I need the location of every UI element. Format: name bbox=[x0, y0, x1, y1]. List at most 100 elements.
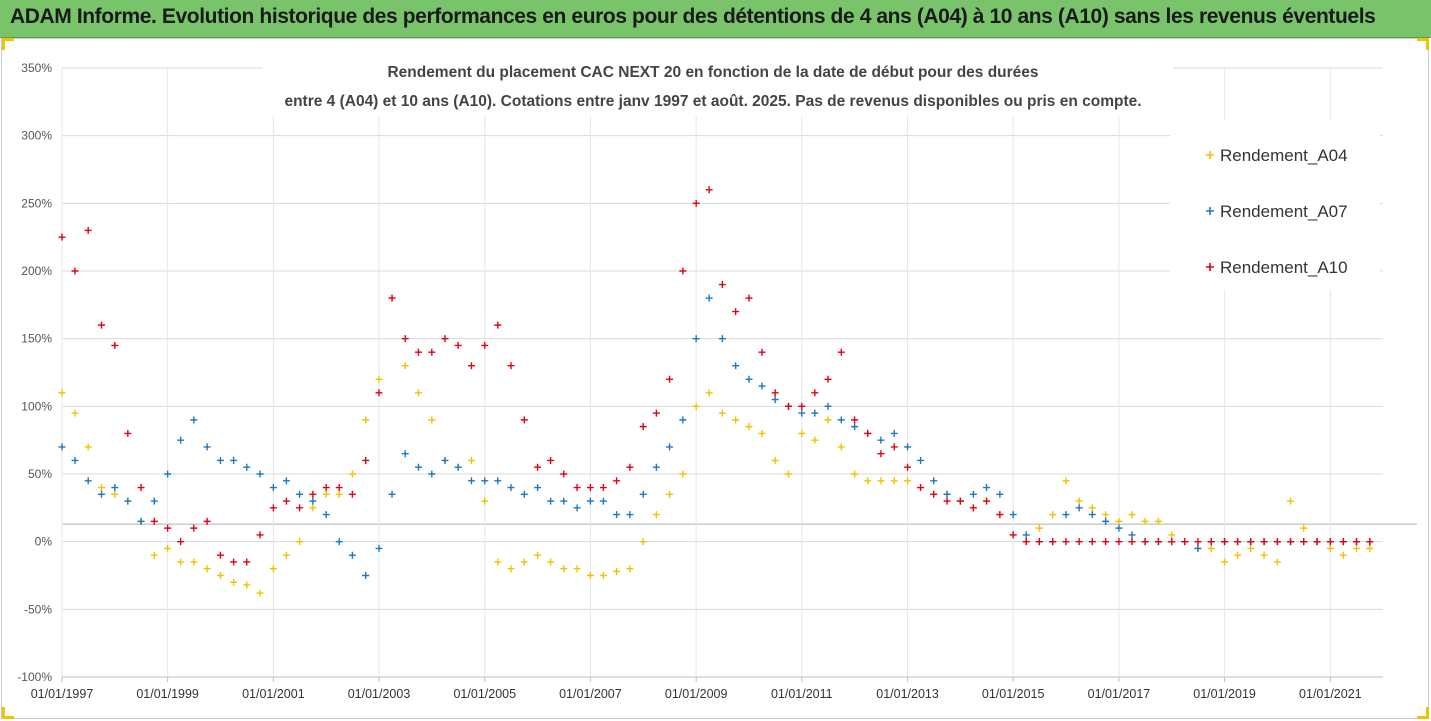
data-point bbox=[1154, 517, 1162, 525]
data-point bbox=[150, 551, 158, 559]
data-point bbox=[824, 402, 832, 410]
data-point bbox=[732, 416, 740, 424]
data-point bbox=[798, 429, 806, 437]
data-point bbox=[573, 484, 581, 492]
data-point bbox=[309, 490, 317, 498]
x-tick-label: 01/01/2003 bbox=[348, 687, 411, 701]
data-point bbox=[745, 294, 753, 302]
data-point bbox=[1128, 511, 1136, 519]
data-point bbox=[164, 470, 172, 478]
y-tick-label: 250% bbox=[21, 196, 52, 210]
data-point bbox=[203, 443, 211, 451]
y-tick-label: -100% bbox=[17, 670, 52, 684]
data-point bbox=[1194, 544, 1202, 552]
data-point bbox=[428, 348, 436, 356]
data-point bbox=[626, 565, 634, 573]
data-point bbox=[679, 470, 687, 478]
data-point bbox=[1102, 538, 1110, 546]
data-point bbox=[1088, 504, 1096, 512]
data-point bbox=[507, 362, 515, 370]
data-point bbox=[1221, 558, 1229, 566]
data-point bbox=[811, 409, 819, 417]
y-tick-label: 0% bbox=[35, 535, 53, 549]
data-point bbox=[613, 567, 621, 575]
data-point bbox=[428, 470, 436, 478]
data-point bbox=[1366, 544, 1374, 552]
data-point bbox=[1009, 531, 1017, 539]
data-point bbox=[230, 456, 238, 464]
x-tick-label: 01/01/2019 bbox=[1193, 687, 1256, 701]
data-point bbox=[930, 477, 938, 485]
data-point bbox=[1115, 524, 1123, 532]
data-point bbox=[1326, 538, 1334, 546]
data-point bbox=[1366, 538, 1374, 546]
data-point bbox=[256, 589, 264, 597]
x-axis-ticks: 01/01/1997 01/01/1999 01/01/2001 01/01/2003… bbox=[31, 677, 1362, 701]
data-point bbox=[1234, 538, 1242, 546]
data-point bbox=[256, 531, 264, 539]
data-point bbox=[269, 565, 277, 573]
y-tick-label: 300% bbox=[21, 129, 52, 143]
data-point bbox=[348, 551, 356, 559]
data-point bbox=[1247, 538, 1255, 546]
data-point bbox=[824, 375, 832, 383]
data-point bbox=[1115, 538, 1123, 546]
data-point bbox=[441, 335, 449, 343]
data-point bbox=[534, 463, 542, 471]
data-point bbox=[1035, 538, 1043, 546]
series-Rendement_A07 bbox=[58, 294, 1374, 579]
data-point bbox=[216, 456, 224, 464]
data-point bbox=[243, 463, 251, 471]
data-point bbox=[983, 484, 991, 492]
data-point bbox=[732, 362, 740, 370]
data-point bbox=[441, 456, 449, 464]
data-point bbox=[758, 382, 766, 390]
data-point bbox=[309, 504, 317, 512]
x-tick-label: 01/01/2017 bbox=[1088, 687, 1151, 701]
data-point bbox=[718, 281, 726, 289]
data-point bbox=[1102, 511, 1110, 519]
data-point bbox=[335, 490, 343, 498]
data-point bbox=[560, 565, 568, 573]
data-point bbox=[71, 456, 79, 464]
data-point bbox=[243, 581, 251, 589]
data-point bbox=[851, 416, 859, 424]
legend: Rendement_A04 Rendement_A07 Rendement_A10 bbox=[1170, 120, 1380, 290]
data-point bbox=[639, 538, 647, 546]
data-point bbox=[877, 477, 885, 485]
data-point bbox=[348, 470, 356, 478]
data-point bbox=[996, 511, 1004, 519]
data-point bbox=[1088, 538, 1096, 546]
data-point bbox=[1062, 477, 1070, 485]
data-point bbox=[230, 578, 238, 586]
data-point bbox=[1207, 544, 1215, 552]
data-point bbox=[282, 497, 290, 505]
data-point bbox=[203, 565, 211, 573]
data-point bbox=[692, 335, 700, 343]
data-point bbox=[282, 477, 290, 485]
data-point bbox=[467, 362, 475, 370]
data-point bbox=[534, 484, 542, 492]
data-point bbox=[851, 470, 859, 478]
data-point bbox=[124, 497, 132, 505]
data-point bbox=[111, 484, 119, 492]
data-point bbox=[692, 199, 700, 207]
data-point bbox=[415, 348, 423, 356]
x-tick-label: 01/01/1997 bbox=[31, 687, 94, 701]
data-point bbox=[798, 409, 806, 417]
data-point bbox=[520, 416, 528, 424]
legend-marker bbox=[1206, 151, 1214, 159]
y-tick-label: 100% bbox=[21, 399, 52, 413]
data-point bbox=[190, 558, 198, 566]
data-point bbox=[917, 456, 925, 464]
page-title: ADAM Informe. Evolution historique des p… bbox=[10, 5, 1376, 28]
data-point bbox=[348, 490, 356, 498]
data-point bbox=[639, 423, 647, 431]
data-point bbox=[890, 443, 898, 451]
data-point bbox=[1247, 544, 1255, 552]
data-point bbox=[851, 423, 859, 431]
data-point bbox=[454, 341, 462, 349]
chart-title-line-1: Rendement du placement CAC NEXT 20 en fo… bbox=[387, 64, 1038, 81]
data-point bbox=[904, 477, 912, 485]
data-point bbox=[547, 558, 555, 566]
